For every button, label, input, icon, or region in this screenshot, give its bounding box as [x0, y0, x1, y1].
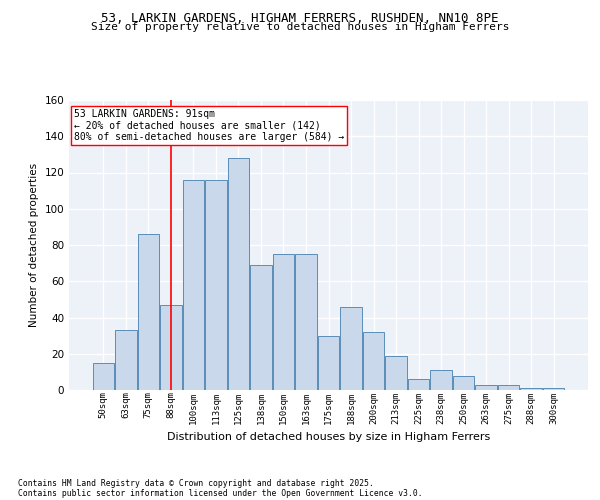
Bar [160, 305, 182, 390]
Bar [498, 384, 520, 390]
Bar [92, 363, 114, 390]
Bar [340, 306, 362, 390]
Bar [475, 384, 497, 390]
Bar [385, 356, 407, 390]
Bar [250, 265, 272, 390]
Text: Size of property relative to detached houses in Higham Ferrers: Size of property relative to detached ho… [91, 22, 509, 32]
Bar [205, 180, 227, 390]
Text: Contains public sector information licensed under the Open Government Licence v3: Contains public sector information licen… [18, 488, 422, 498]
Bar [295, 254, 317, 390]
Bar [430, 370, 452, 390]
Text: 53 LARKIN GARDENS: 91sqm
← 20% of detached houses are smaller (142)
80% of semi-: 53 LARKIN GARDENS: 91sqm ← 20% of detach… [74, 108, 344, 142]
Bar [408, 379, 429, 390]
X-axis label: Distribution of detached houses by size in Higham Ferrers: Distribution of detached houses by size … [167, 432, 490, 442]
Bar [115, 330, 137, 390]
Bar [228, 158, 249, 390]
Bar [182, 180, 204, 390]
Bar [363, 332, 384, 390]
Bar [137, 234, 159, 390]
Bar [543, 388, 565, 390]
Y-axis label: Number of detached properties: Number of detached properties [29, 163, 39, 327]
Text: 53, LARKIN GARDENS, HIGHAM FERRERS, RUSHDEN, NN10 8PE: 53, LARKIN GARDENS, HIGHAM FERRERS, RUSH… [101, 12, 499, 26]
Bar [318, 336, 339, 390]
Text: Contains HM Land Registry data © Crown copyright and database right 2025.: Contains HM Land Registry data © Crown c… [18, 478, 374, 488]
Bar [520, 388, 542, 390]
Bar [273, 254, 294, 390]
Bar [453, 376, 475, 390]
